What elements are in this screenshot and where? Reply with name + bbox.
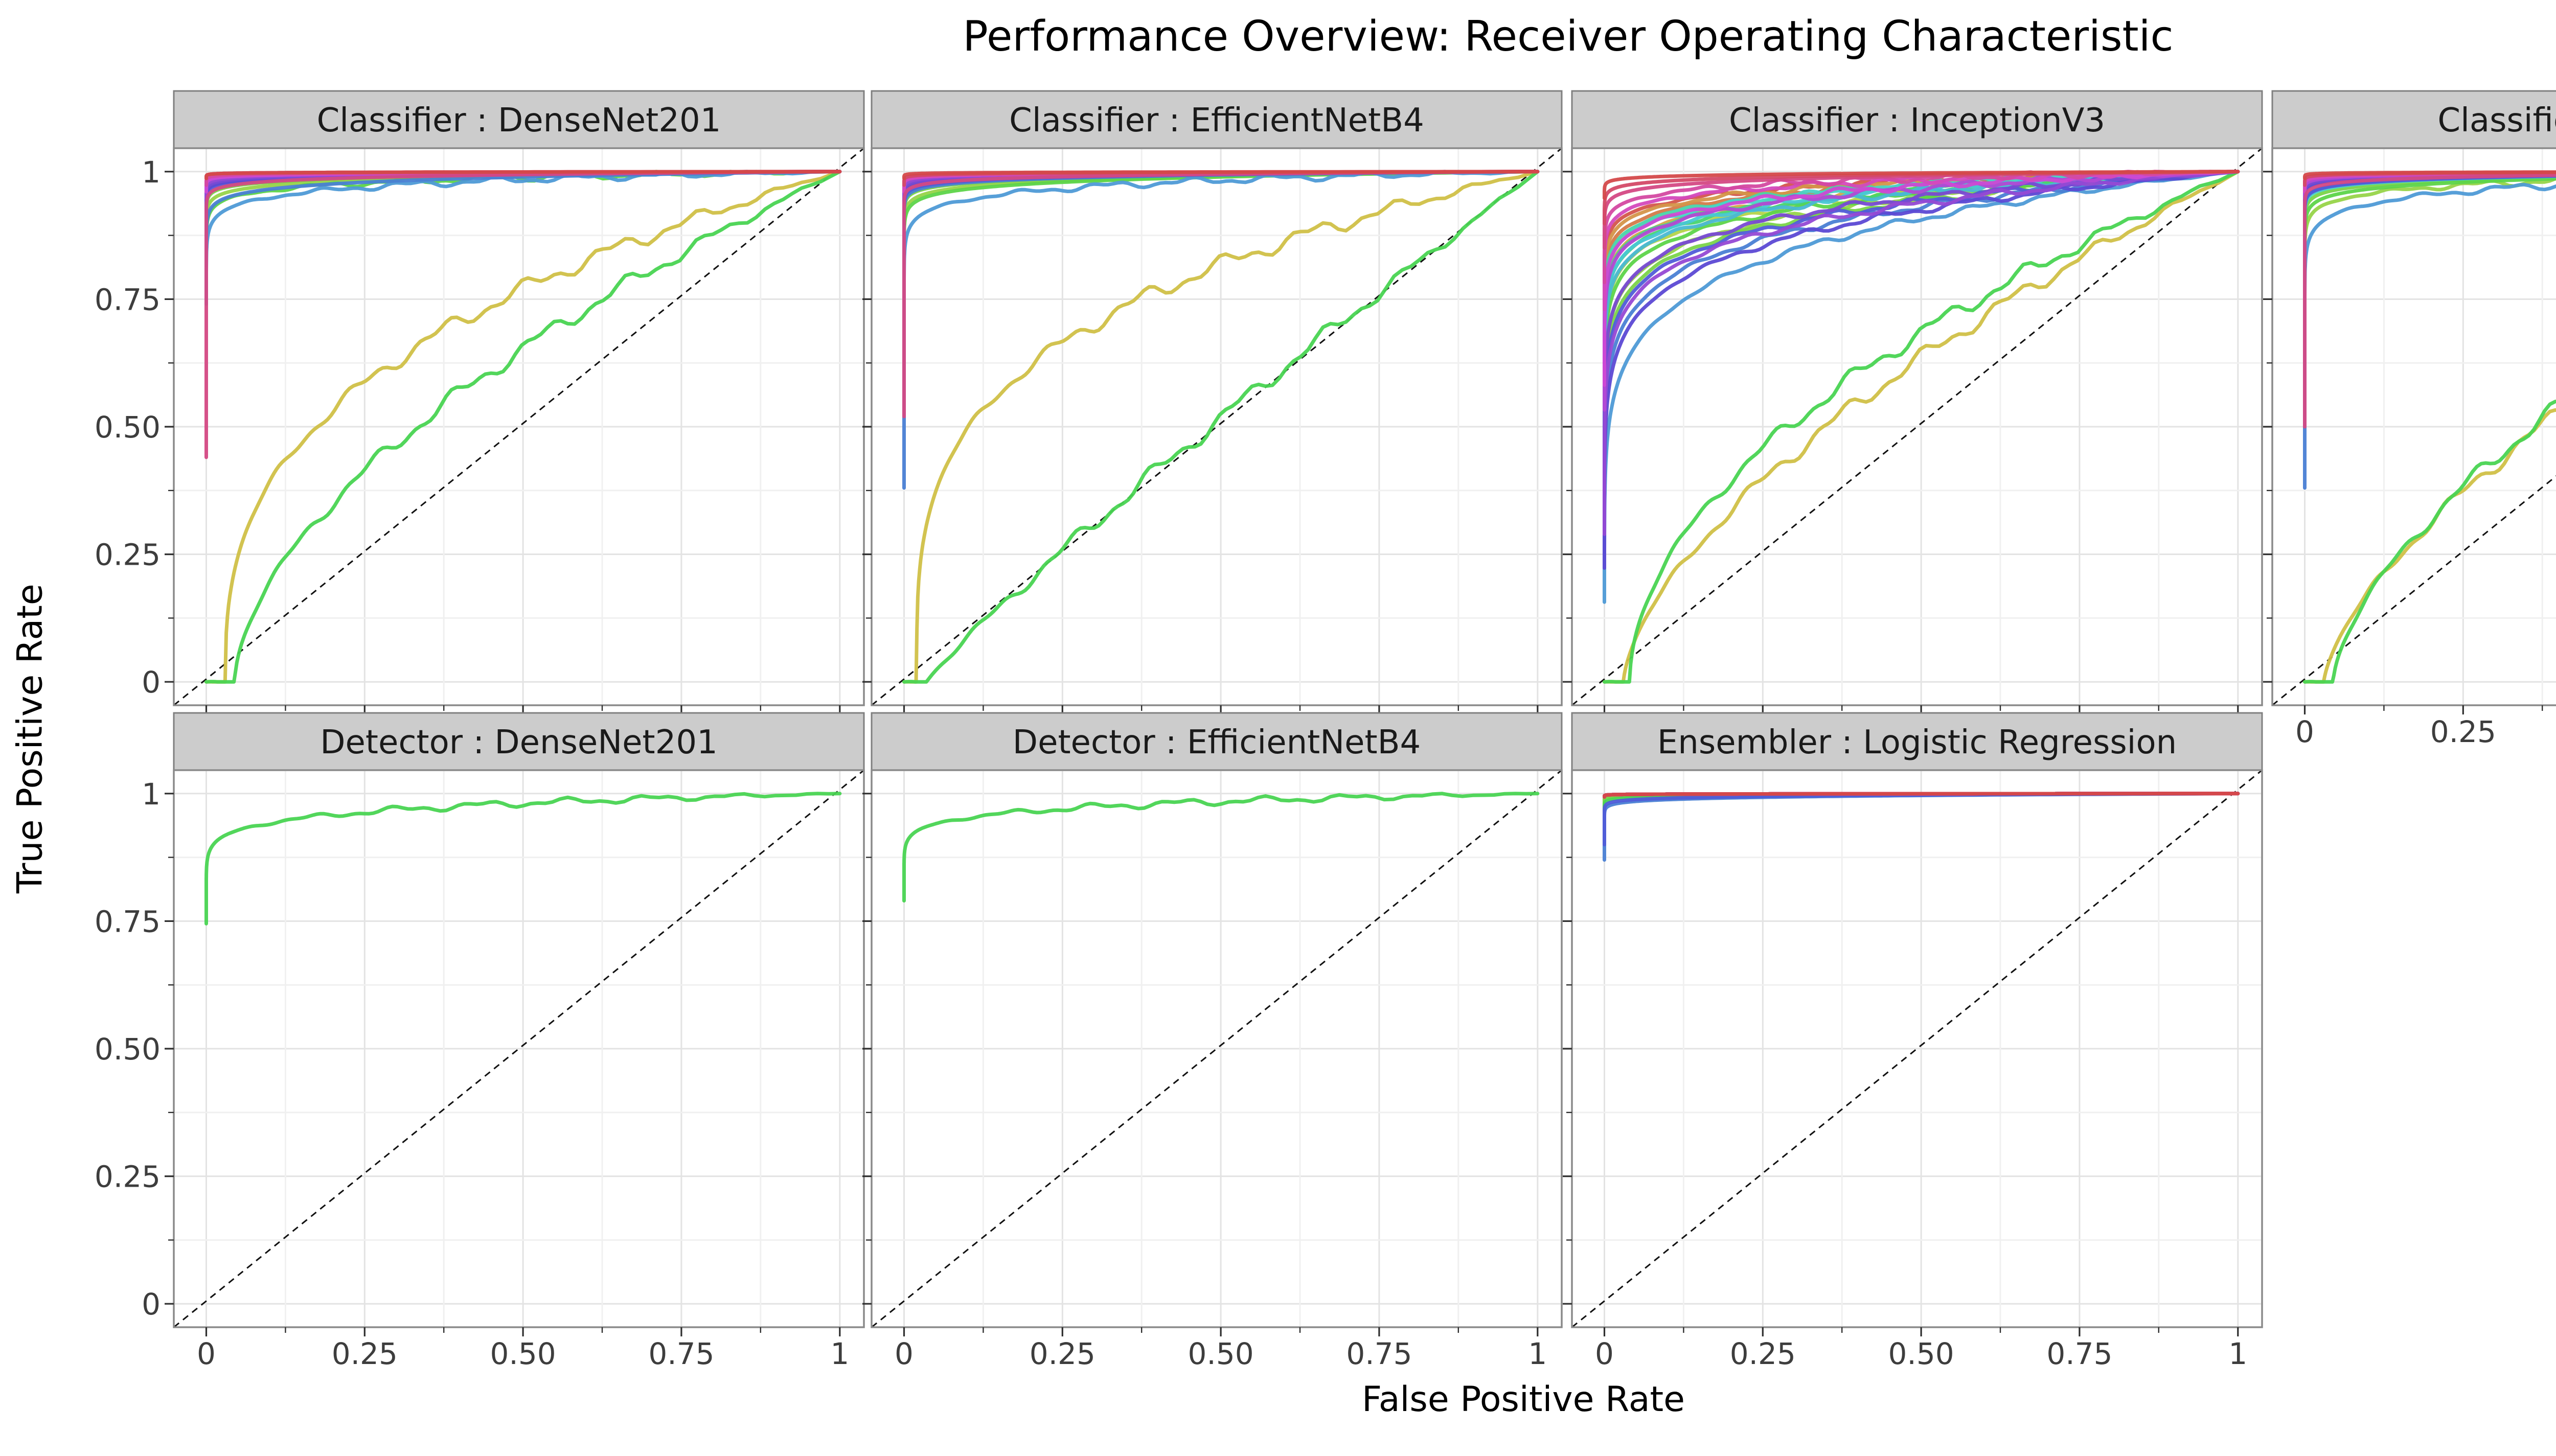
panel-strip [1571, 90, 2263, 149]
y-tick-label: 0.50 [95, 410, 161, 445]
y-tick-label: 0.75 [95, 282, 161, 317]
facet-panel [165, 712, 865, 1336]
y-tick-label: 0.75 [95, 904, 161, 939]
roc-curve-PT [1603, 170, 2240, 536]
x-tick-label: 0 [197, 1336, 216, 1371]
x-tick-label: 0.50 [490, 1336, 556, 1371]
panel-strip-label: Detector : EfficientNetB4 [1013, 724, 1421, 761]
y-axis-label: True Positive Rate [10, 584, 51, 893]
roc-curve-TV [204, 170, 842, 180]
x-tick-label: 1 [2228, 1336, 2247, 1371]
x-tick-label: 1 [830, 1336, 849, 1371]
x-tick-label: 0.25 [1730, 1336, 1796, 1371]
panel-strip-label: Classifier : InceptionV3 [1729, 102, 2105, 140]
panel-strip [173, 90, 865, 149]
panel-strip [871, 90, 1563, 149]
roc-curve-Disease_Risk [204, 792, 842, 926]
x-tick-label: 0.25 [2430, 714, 2496, 749]
roc-curves [1603, 792, 2240, 862]
x-tick-label: 0.25 [332, 1336, 398, 1371]
roc-curve-ODC [1603, 170, 2240, 554]
y-tick-label: 1 [142, 777, 161, 812]
panel-strip [871, 712, 1563, 771]
roc-curve-ST [2303, 173, 2556, 429]
y-tick-label: 0 [142, 1287, 161, 1322]
roc-curve-DR [2303, 177, 2556, 267]
facet-panel [1563, 712, 2263, 1336]
roc-curve-TV [2303, 170, 2556, 180]
roc-curve-RPEC [1603, 170, 2240, 387]
roc-curves [902, 170, 1540, 684]
y-tick-label: 0.50 [95, 1032, 161, 1067]
panel-strip-label: Ensembler : Logistic Regression [1657, 724, 2177, 761]
roc-curves [902, 792, 1540, 903]
roc-curve-RT [1603, 170, 2240, 284]
roc-curve-MYA [1603, 170, 2240, 604]
roc-curve-Disease_Risk [204, 170, 842, 684]
panel-strip-label: Classifier : ResNet152 [2437, 102, 2556, 140]
panel-strip-label: Detector : DenseNet201 [320, 724, 718, 761]
roc-curve-ST [204, 170, 842, 459]
panel-strip-label: Classifier : EfficientNetB4 [1009, 102, 1424, 140]
roc-curves [204, 170, 842, 684]
x-axis-label: False Positive Rate [1362, 1379, 1685, 1420]
panel-strip [2271, 90, 2556, 149]
roc-curve-MYA [902, 170, 1540, 316]
facet-panel [165, 90, 865, 714]
x-tick-label: 1 [1528, 1336, 1547, 1371]
y-tick-label: 0.25 [95, 1160, 161, 1194]
roc-curve-ODP [1603, 170, 2240, 570]
x-tick-label: 0.75 [648, 1336, 714, 1371]
x-tick-label: 0.50 [1888, 1336, 1954, 1371]
facet-panel [2263, 90, 2556, 714]
y-tick-label: 1 [142, 155, 161, 190]
facet-panel [862, 90, 1563, 714]
x-tick-label: 0 [895, 1336, 914, 1371]
facet-panel [862, 712, 1563, 1336]
roc-curve-Disease_Risk [902, 792, 1540, 903]
panel-strip-label: Classifier : DenseNet201 [317, 102, 721, 140]
roc-curves [204, 792, 842, 926]
roc-curves [1603, 170, 2240, 684]
figure-title: Performance Overview: Receiver Operating… [963, 12, 2174, 61]
roc-curve-CSR [2303, 176, 2556, 290]
y-tick-label: 0.25 [95, 538, 161, 572]
x-tick-label: 0 [1595, 1336, 1614, 1371]
roc-curve-MYA [2303, 182, 2556, 337]
roc-curve-MHL [1603, 170, 2240, 427]
roc-curve-TV [1603, 792, 2240, 799]
roc-curve-TV [902, 170, 1540, 180]
x-tick-label: 0.50 [1188, 1336, 1254, 1371]
facet-panel [1563, 90, 2263, 714]
roc-curve-Disease_Risk [2303, 400, 2556, 684]
panel-strip [173, 712, 865, 771]
roc-curve-RP [1603, 170, 2240, 412]
roc-curve-DN [2303, 175, 2556, 250]
x-tick-label: 0.75 [2046, 1336, 2112, 1371]
roc-curve-Disease_Risk [1603, 170, 2240, 684]
x-tick-label: 0.25 [1030, 1336, 1096, 1371]
x-tick-label: 0.75 [1346, 1336, 1412, 1371]
roc-curve-Disease_Risk [902, 170, 1540, 684]
x-tick-label: 0 [2295, 714, 2314, 749]
roc-curves [2303, 170, 2556, 684]
roc-curve-TV [1603, 170, 2240, 200]
y-tick-label: 0 [142, 665, 161, 700]
